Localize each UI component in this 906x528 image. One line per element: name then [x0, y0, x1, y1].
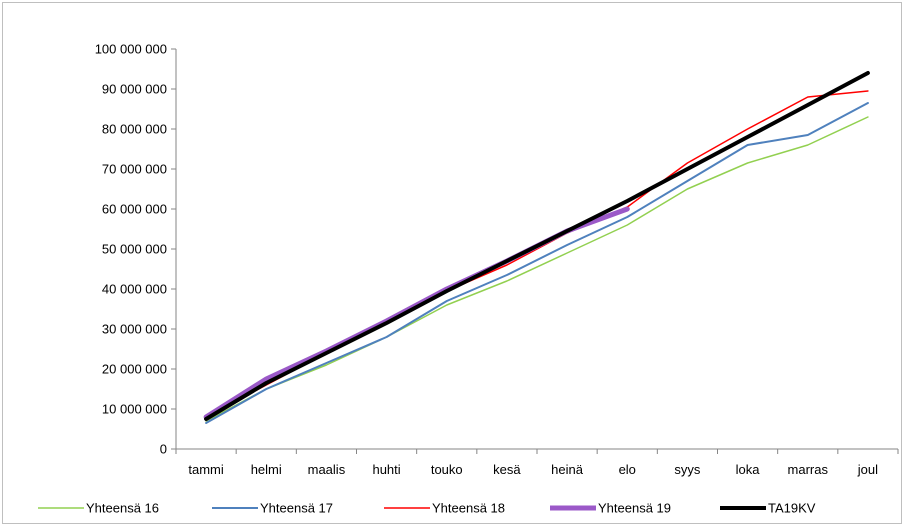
x-tick-label: loka — [736, 462, 761, 477]
legend-label: TA19KV — [768, 501, 816, 516]
y-tick-label: 40 000 000 — [102, 282, 167, 297]
legend: Yhteensä 16 Yhteensä 17 Yhteensä 18 Yhteens… — [38, 501, 816, 516]
axes — [171, 48, 899, 454]
series-lines — [203, 71, 870, 424]
x-tick-label: heinä — [551, 462, 584, 477]
series-line-2 — [205, 102, 869, 424]
y-tick-label: 100 000 000 — [95, 42, 167, 57]
series-line-1 — [205, 116, 869, 422]
legend-label: Yhteensä 16 — [86, 501, 159, 516]
y-tick-label: 60 000 000 — [102, 202, 167, 217]
series-line-4 — [203, 206, 630, 420]
legend-label: Yhteensä 19 — [598, 501, 671, 516]
y-tick-label: 80 000 000 — [102, 122, 167, 137]
y-tick-label: 90 000 000 — [102, 82, 167, 97]
y-tick-label: 70 000 000 — [102, 162, 167, 177]
legend-label: Yhteensä 17 — [260, 501, 333, 516]
x-tick-label: kesä — [493, 462, 521, 477]
series-line-5 — [204, 71, 870, 421]
x-axis-tick-labels: tammi helmi maalis huhti touko kesä heinä elo sy… — [188, 462, 878, 477]
x-tick-label: huhti — [372, 462, 400, 477]
x-tick-label: syys — [674, 462, 701, 477]
x-tick-label: helmi — [251, 462, 282, 477]
y-tick-label: 50 000 000 — [102, 242, 167, 257]
series-line-3 — [205, 90, 869, 418]
x-tick-label: touko — [431, 462, 463, 477]
legend-label: Yhteensä 18 — [432, 501, 505, 516]
x-tick-label: marras — [788, 462, 829, 477]
y-tick-label: 10 000 000 — [102, 402, 167, 417]
y-tick-label: 0 — [160, 442, 167, 457]
x-tick-label: tammi — [188, 462, 224, 477]
x-tick-label: maalis — [308, 462, 346, 477]
y-tick-label: 20 000 000 — [102, 362, 167, 377]
y-axis-tick-labels: 0 10 000 000 20 000 000 30 000 000 40 000 00… — [95, 42, 167, 457]
x-tick-label: elo — [619, 462, 636, 477]
x-tick-label: joul — [857, 462, 878, 477]
y-tick-label: 30 000 000 — [102, 322, 167, 337]
